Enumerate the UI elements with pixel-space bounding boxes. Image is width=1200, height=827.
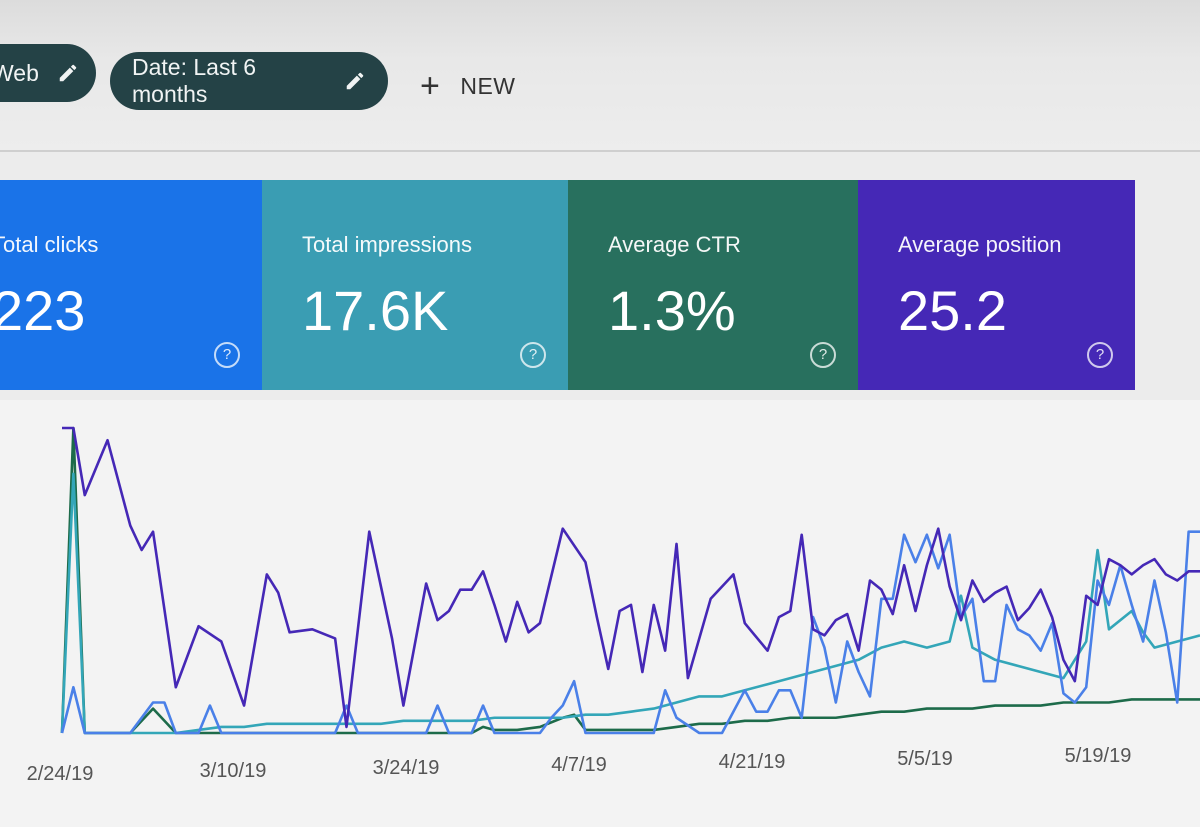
x-tick-label: 5/5/19 — [897, 748, 953, 770]
performance-chart[interactable]: 2/24/19 3/10/19 3/24/19 4/7/19 4/21/19 5/5/19… — [0, 400, 1200, 827]
new-filter-label: NEW — [460, 72, 516, 99]
metric-card-average-position[interactable]: Average position 25.2 ? — [858, 180, 1135, 390]
new-filter-button[interactable]: + NEW — [420, 66, 516, 106]
metric-label: Average CTR — [608, 232, 741, 257]
metric-card-total-impressions[interactable]: Total impressions 17.6K ? — [262, 180, 568, 390]
help-circle-icon[interactable]: ? — [520, 342, 546, 368]
series-line-2 — [60, 472, 1200, 735]
metric-value: 223 — [0, 279, 86, 342]
x-tick-label: 3/24/19 — [373, 757, 440, 779]
series-line-3 — [60, 426, 1200, 735]
metric-cards: Total clicks 223 ? Total impressions 17.… — [0, 180, 1135, 392]
series-line-0 — [62, 426, 1200, 729]
metric-label: Average position — [898, 232, 1062, 257]
x-tick-label: 4/21/19 — [719, 751, 786, 773]
series-line-1 — [60, 530, 1200, 735]
metric-label: Total clicks — [0, 232, 99, 257]
plus-icon: + — [420, 67, 441, 105]
help-circle-icon[interactable]: ? — [810, 342, 836, 368]
help-circle-icon[interactable]: ? — [1087, 342, 1113, 368]
search-type-chip[interactable]: Web — [0, 44, 96, 102]
x-tick-label: 2/24/19 — [27, 763, 94, 785]
search-type-label: Web — [0, 59, 39, 86]
x-tick-label: 4/7/19 — [551, 754, 607, 776]
metric-card-average-ctr[interactable]: Average CTR 1.3% ? — [568, 180, 858, 390]
metric-value: 25.2 — [898, 279, 1007, 342]
performance-chart-svg: 2/24/19 3/10/19 3/24/19 4/7/19 4/21/19 5/5/19… — [27, 426, 1200, 785]
help-circle-icon[interactable]: ? — [214, 342, 240, 368]
metric-label: Total impressions — [302, 232, 472, 257]
metric-value: 17.6K — [302, 279, 449, 342]
x-tick-label: 3/10/19 — [200, 760, 267, 782]
metric-value: 1.3% — [608, 279, 736, 342]
metric-card-total-clicks[interactable]: Total clicks 223 ? — [0, 180, 262, 390]
date-range-chip[interactable]: Date: Last 6 months — [110, 52, 388, 110]
x-tick-label: 5/19/19 — [1065, 745, 1132, 767]
pencil-icon — [59, 64, 77, 82]
pencil-icon — [346, 72, 364, 90]
date-range-label: Date: Last 6 months — [132, 54, 257, 107]
filter-bar: Web Date: Last 6 months + NEW — [0, 0, 1200, 152]
